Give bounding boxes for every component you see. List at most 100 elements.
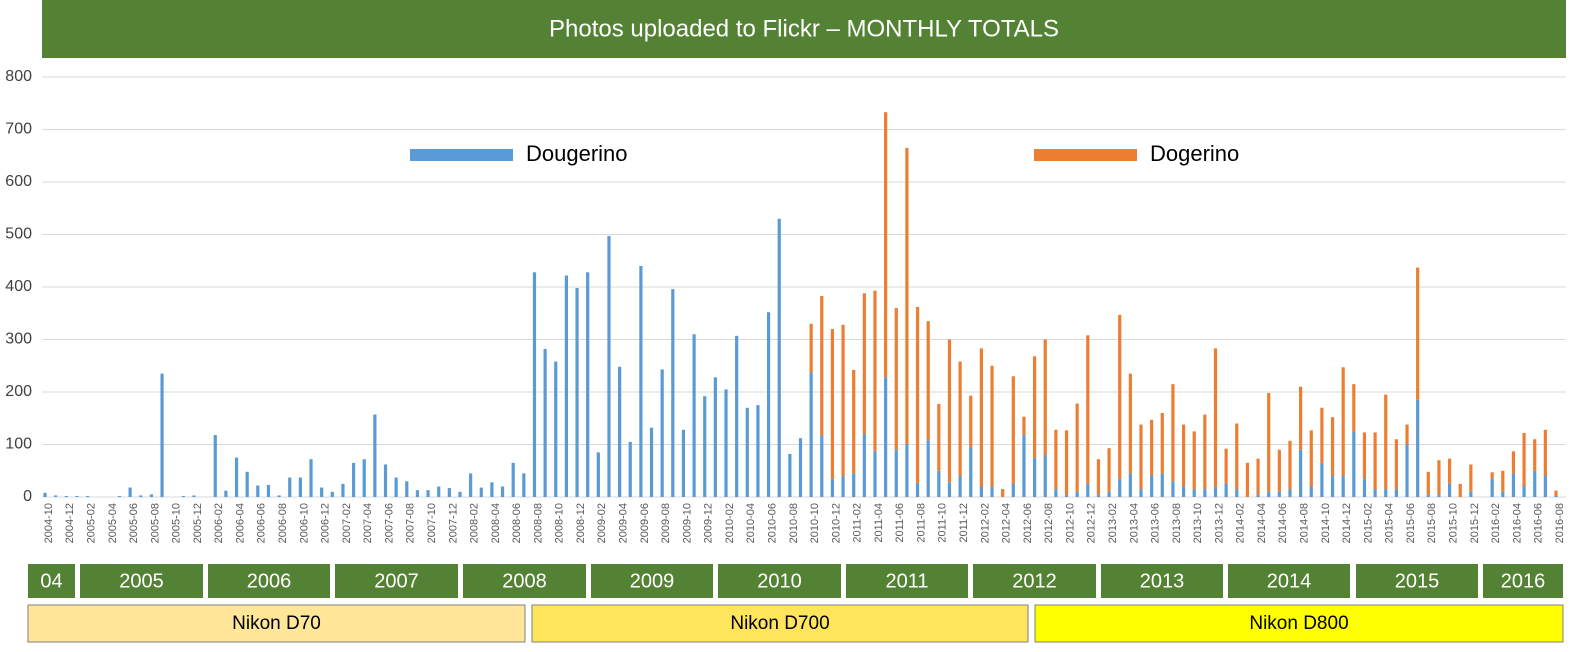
x-tick-label: 2011-08 bbox=[915, 503, 927, 543]
x-tick-label: 2010-08 bbox=[788, 503, 800, 543]
bar-segment bbox=[894, 308, 898, 450]
bar-segment bbox=[405, 481, 409, 497]
x-tick-label: 2010-06 bbox=[766, 503, 778, 543]
bar-segment bbox=[788, 453, 792, 497]
bar-segment bbox=[1533, 470, 1537, 497]
bar-segment bbox=[1384, 394, 1388, 490]
bar-segment bbox=[1543, 429, 1547, 476]
bar-segment bbox=[958, 476, 962, 497]
bar-segment bbox=[1405, 444, 1409, 497]
bar-segment bbox=[841, 476, 845, 497]
y-tick-label: 400 bbox=[5, 278, 32, 295]
year-band bbox=[973, 564, 1096, 598]
bar-segment bbox=[713, 377, 717, 497]
bar-segment bbox=[522, 473, 526, 497]
bar-segment bbox=[1373, 432, 1377, 490]
bar-segment bbox=[990, 486, 994, 497]
year-band bbox=[335, 564, 458, 598]
x-tick-label: 2011-06 bbox=[894, 503, 906, 543]
bar-segment bbox=[181, 495, 185, 497]
x-tick-label: 2007-02 bbox=[341, 503, 353, 543]
bar-segment bbox=[224, 490, 228, 497]
bar-segment bbox=[596, 452, 600, 497]
x-tick-label: 2008-04 bbox=[490, 503, 502, 543]
bar-segment bbox=[43, 492, 47, 497]
bar-segment bbox=[1437, 494, 1441, 497]
year-band bbox=[1356, 564, 1478, 598]
bar-segment bbox=[1522, 432, 1526, 487]
bar-segment bbox=[873, 450, 877, 497]
bar-segment bbox=[1118, 478, 1122, 497]
x-tick-label: 2009-06 bbox=[639, 503, 651, 543]
x-tick-label: 2005-04 bbox=[107, 503, 119, 543]
bar-segment bbox=[1203, 414, 1207, 490]
x-tick-label: 2011-10 bbox=[937, 503, 949, 543]
bar-segment bbox=[1469, 464, 1473, 492]
bar-segment bbox=[1416, 267, 1420, 400]
bar-segment bbox=[1394, 439, 1398, 490]
bar-segment bbox=[1341, 476, 1345, 497]
bar-segment bbox=[458, 491, 462, 497]
bar-segment bbox=[692, 334, 696, 497]
x-tick-label: 2013-08 bbox=[1171, 503, 1183, 543]
x-tick-label: 2015-02 bbox=[1362, 503, 1374, 543]
x-tick-label: 2012-08 bbox=[1043, 503, 1055, 543]
bar-segment bbox=[564, 275, 569, 497]
bar-segment bbox=[1107, 448, 1111, 492]
x-tick-label: 2012-04 bbox=[1001, 503, 1013, 543]
bar-segment bbox=[1086, 483, 1090, 497]
bar-segment bbox=[958, 361, 962, 476]
y-tick-label: 100 bbox=[5, 436, 32, 453]
bar-segment bbox=[1352, 431, 1356, 497]
x-tick-label: 2014-06 bbox=[1277, 503, 1289, 543]
period-band bbox=[531, 604, 1029, 643]
bar-segment bbox=[1256, 494, 1260, 497]
bar-segment bbox=[1075, 403, 1079, 492]
bar-segment bbox=[862, 434, 866, 497]
bar-segment bbox=[75, 495, 79, 497]
x-tick-label: 2008-10 bbox=[554, 503, 566, 543]
bar-segment bbox=[1160, 473, 1164, 497]
bar-segment bbox=[341, 483, 345, 497]
bar-segment bbox=[1192, 489, 1196, 497]
bar-segment bbox=[469, 473, 473, 497]
x-tick-label: 2016-04 bbox=[1511, 503, 1523, 543]
bar-segment bbox=[245, 471, 249, 497]
bar-segment bbox=[1011, 483, 1015, 497]
bar-segment bbox=[1128, 373, 1132, 474]
x-tick-label: 2009-08 bbox=[660, 503, 672, 543]
y-tick-label: 500 bbox=[5, 226, 32, 243]
year-label: 2007 bbox=[374, 570, 419, 592]
year-band bbox=[463, 564, 586, 598]
bar-segment bbox=[1447, 458, 1452, 484]
bar-segment bbox=[745, 407, 749, 497]
bar-segment bbox=[500, 486, 505, 497]
x-tick-label: 2006-02 bbox=[213, 503, 225, 543]
bar-segment bbox=[841, 324, 845, 476]
year-band bbox=[1101, 564, 1223, 598]
bar-segment bbox=[1022, 416, 1026, 436]
year-band bbox=[80, 564, 203, 598]
bar-segment bbox=[1341, 367, 1345, 476]
x-tick-label: 2013-04 bbox=[1128, 503, 1140, 543]
x-tick-label: 2005-02 bbox=[85, 503, 97, 543]
bar-segment bbox=[1501, 491, 1505, 497]
bar-segment bbox=[628, 441, 632, 497]
x-tick-label: 2012-10 bbox=[1064, 503, 1076, 543]
bar-segment bbox=[1362, 432, 1367, 479]
y-tick-label: 0 bbox=[23, 488, 32, 505]
period-band bbox=[27, 604, 526, 643]
x-tick-label: 2015-12 bbox=[1469, 503, 1481, 543]
bar-segment bbox=[1405, 424, 1409, 445]
bar-segment bbox=[735, 335, 739, 497]
x-tick-label: 2012-02 bbox=[979, 503, 991, 543]
bar-segment bbox=[1235, 423, 1239, 490]
period-label: Nikon D700 bbox=[730, 613, 829, 634]
bar-segment bbox=[309, 459, 313, 497]
x-tick-label: 2010-12 bbox=[830, 503, 842, 543]
bar-segment bbox=[830, 478, 835, 497]
bar-segment bbox=[1309, 430, 1313, 487]
x-tick-label: 2011-02 bbox=[852, 503, 864, 543]
bar-segment bbox=[373, 414, 377, 497]
